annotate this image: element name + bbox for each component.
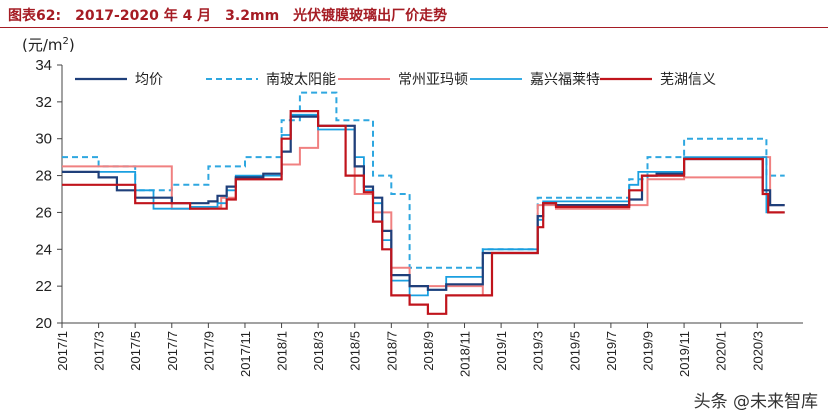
series-line-1 [62, 115, 785, 291]
x-tick-label: 2019/1 [494, 331, 509, 371]
y-tick-label: 22 [35, 278, 52, 295]
x-tick-label: 2019/9 [640, 331, 655, 371]
watermark: 头条 @未来智库 [693, 392, 818, 412]
x-tick-label: 2018/1 [275, 331, 290, 371]
legend-label: 芜湖信义 [660, 71, 716, 88]
y-tick-label: 32 [35, 94, 52, 111]
x-tick-label: 2018/7 [384, 331, 399, 371]
x-tick-label: 2019/7 [604, 331, 619, 371]
x-tick-label: 2020/3 [750, 331, 765, 371]
y-tick-label: 30 [35, 131, 52, 148]
series-line-4 [62, 113, 785, 297]
chart-axes: 20 22 24 26 28 30 32 34 2017/1 2017/3 2017/5 2017/7… [35, 57, 803, 377]
x-tick-label: 2017/1 [55, 331, 70, 371]
legend-label: 南玻太阳能 [266, 72, 336, 88]
x-tick-label: 2017/5 [128, 331, 143, 371]
y-unit-label: (元/m2) [22, 36, 75, 54]
y-tick-label: 34 [35, 57, 52, 74]
title-bar: 图表62: 2017-2020 年 4 月 3.2mm 光伏镀膜玻璃出厂价走势 [0, 0, 828, 28]
series-line-5 [62, 110, 785, 315]
x-tick-label: 2020/1 [714, 331, 729, 371]
chart-legend: 均价 南玻太阳能 常州亚玛顿 嘉兴福莱特 芜湖信义 [75, 71, 716, 88]
series-line-3 [62, 124, 785, 297]
chart-title: 图表62: 2017-2020 年 4 月 3.2mm 光伏镀膜玻璃出厂价走势 [8, 8, 448, 24]
x-tick-label: 2019/3 [531, 331, 546, 371]
x-tick-label: 2018/3 [311, 331, 326, 371]
chart-series [62, 91, 785, 315]
x-tick-label: 2017/9 [201, 331, 216, 371]
x-tick-label: 2019/11 [677, 331, 692, 377]
x-tick-label: 2019/5 [567, 331, 582, 371]
y-tick-label: 20 [35, 315, 52, 332]
x-tick-label: 2018/11 [458, 331, 473, 377]
x-tick-label: 2018/9 [421, 331, 436, 371]
legend-label: 均价 [135, 72, 163, 88]
legend-label: 常州亚玛顿 [398, 72, 468, 88]
y-tick-label: 28 [35, 168, 52, 185]
x-tick-label: 2017/11 [238, 331, 253, 377]
x-tick-label: 2018/5 [348, 331, 363, 371]
x-tick-label: 2017/7 [165, 331, 180, 371]
legend-label: 嘉兴福莱特 [530, 72, 600, 88]
x-tick-label: 2017/3 [92, 331, 107, 371]
y-tick-label: 26 [35, 204, 52, 221]
y-tick-label: 24 [35, 241, 52, 258]
